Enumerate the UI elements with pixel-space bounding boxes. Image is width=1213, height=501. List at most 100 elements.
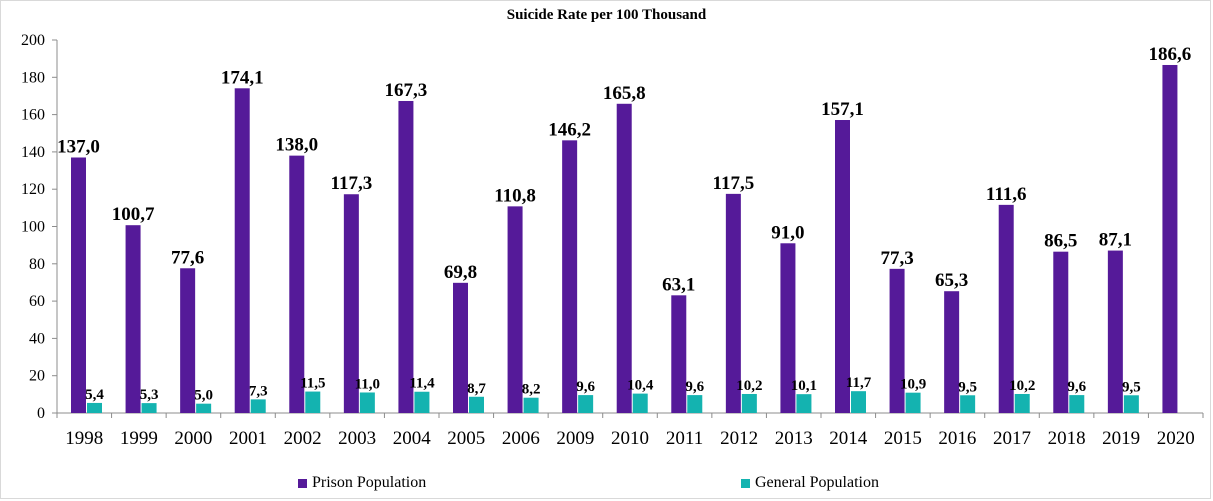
bar-general: [687, 395, 703, 413]
x-tick-label: 2005: [447, 428, 485, 449]
bar-general: [796, 394, 812, 413]
y-tick-label: 40: [29, 330, 45, 347]
bar-general: [87, 402, 102, 413]
bar-general: [359, 392, 375, 413]
y-tick-label: 200: [21, 32, 45, 49]
data-label-prison: 63,1: [662, 274, 695, 295]
bar-general: [523, 397, 539, 413]
x-tick-label: 2016: [938, 428, 976, 449]
bar-general: [1069, 395, 1085, 413]
y-tick-label: 180: [21, 69, 45, 86]
data-label-prison: 138,0: [275, 135, 318, 156]
bar-general: [250, 399, 266, 413]
bar-prison: [889, 268, 905, 413]
legend-label-prison: Prison Population: [312, 474, 427, 491]
x-tick-label: 2020: [1157, 428, 1195, 449]
bar-prison: [1162, 64, 1178, 413]
bar-general: [741, 393, 757, 413]
bar-prison: [835, 120, 850, 414]
y-tick-label: 120: [21, 181, 45, 198]
bar-prison: [289, 155, 305, 413]
y-tick-label: 60: [29, 293, 45, 310]
bar-prison: [780, 243, 796, 413]
data-label-prison: 165,8: [603, 83, 646, 104]
bar-prison: [398, 100, 414, 413]
bar-prison: [998, 204, 1014, 413]
x-tick-label: 2006: [502, 428, 540, 449]
chart-title: Suicide Rate per 100 Thousand: [506, 7, 707, 23]
data-label-general: 10,2: [736, 378, 762, 394]
bar-prison: [507, 206, 523, 413]
bar-prison: [616, 103, 632, 414]
legend-item-general[interactable]: General Population: [741, 474, 879, 492]
data-label-general: 9,5: [1122, 379, 1141, 395]
bar-general: [305, 391, 321, 413]
data-label-general: 10,2: [1009, 378, 1035, 394]
data-label-general: 11,4: [409, 376, 435, 392]
x-tick-label: 2018: [1048, 428, 1086, 449]
x-tick-label: 2017: [993, 428, 1031, 449]
bar-prison: [671, 295, 687, 413]
bar-general: [851, 391, 866, 413]
data-label-prison: 137,0: [57, 136, 100, 157]
bar-prison: [343, 194, 359, 413]
data-label-general: 10,9: [900, 377, 926, 393]
x-tick-label: 2004: [393, 428, 432, 449]
data-label-prison: 186,6: [1149, 44, 1192, 65]
bar-prison: [1053, 251, 1069, 413]
bar-prison: [180, 268, 196, 413]
data-label-prison: 77,3: [880, 248, 913, 269]
data-label-prison: 100,7: [112, 204, 155, 225]
x-tick-label: 2003: [338, 428, 376, 449]
legend-swatch-general: [741, 478, 750, 488]
data-label-prison: 174,1: [221, 67, 264, 88]
data-label-general: 9,6: [1067, 379, 1086, 395]
y-tick-label: 80: [29, 256, 45, 273]
bar-chart: 0 20 40 60 80 100 120 140 160 180 200 1998 137,0 5,4 1…: [21, 32, 1204, 449]
bar-general: [196, 403, 212, 413]
x-tick-label: 2011: [666, 428, 703, 449]
legend-label-general: General Population: [755, 474, 879, 491]
data-label-prison: 111,6: [986, 184, 1027, 205]
x-tick-label: 2015: [884, 428, 922, 449]
data-label-prison: 77,6: [171, 247, 204, 268]
x-tick-label: 2014: [829, 428, 868, 449]
bar-prison: [944, 291, 960, 413]
x-tick-label: 2009: [556, 428, 594, 449]
data-label-general: 5,0: [194, 388, 213, 404]
bar-general: [905, 392, 921, 413]
x-tick-label: 2019: [1102, 428, 1140, 449]
data-label-prison: 117,3: [331, 173, 373, 194]
bar-general: [1123, 395, 1139, 413]
x-tick-label: 2001: [229, 428, 267, 449]
x-tick-label: 2002: [284, 428, 322, 449]
bar-prison: [453, 282, 468, 413]
x-tick-label: 2013: [775, 428, 813, 449]
data-label-general: 9,6: [685, 379, 704, 395]
legend-item-prison[interactable]: Prison Population: [298, 474, 426, 492]
bar-prison: [725, 193, 741, 413]
data-label-general: 10,4: [627, 378, 654, 394]
data-label-prison: 65,3: [935, 270, 968, 291]
bar-general: [1014, 393, 1030, 413]
y-tick-label: 160: [21, 107, 45, 124]
bar-prison: [562, 140, 578, 413]
data-label-general: 8,7: [467, 381, 486, 397]
x-tick-label: 2000: [174, 428, 212, 449]
x-tick-label: 1998: [65, 428, 103, 449]
bar-general: [960, 395, 976, 413]
bar-general: [578, 395, 594, 413]
bar-prison: [234, 88, 250, 413]
x-tick-label: 1999: [120, 428, 158, 449]
bar-general: [141, 403, 157, 413]
data-label-prison: 110,8: [494, 185, 536, 206]
y-tick-label: 20: [29, 368, 45, 385]
y-tick-label: 140: [21, 144, 45, 161]
bar-prison: [1107, 250, 1123, 413]
data-label-general: 9,6: [576, 379, 595, 395]
data-label-general: 11,7: [846, 375, 872, 391]
data-label-prison: 167,3: [385, 80, 428, 101]
bar-general: [469, 396, 484, 413]
data-label-prison: 91,0: [771, 222, 804, 243]
data-label-general: 9,5: [958, 379, 977, 395]
